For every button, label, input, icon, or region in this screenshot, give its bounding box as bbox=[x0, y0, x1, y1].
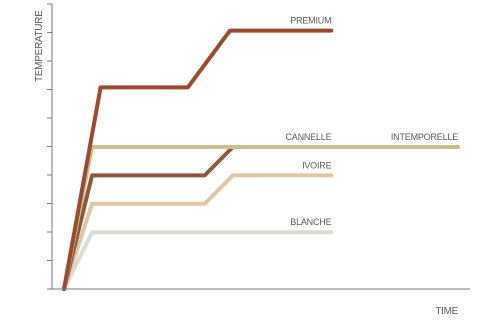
series-line-intemporelle bbox=[62, 145, 460, 291]
series-label-blanche: BLANCHE bbox=[290, 217, 331, 227]
series-label-cannelle: CANNELLE bbox=[285, 132, 331, 142]
y-axis-ticks bbox=[47, 3, 52, 290]
series-line-blanche bbox=[62, 230, 334, 291]
series-labels: BLANCHE IVOIRE CANNELLE INTEMPORELLE PREMIUM bbox=[285, 16, 458, 228]
series-label-premium: PREMIUM bbox=[290, 16, 331, 26]
x-axis-title: TIME bbox=[435, 306, 458, 317]
series-lines bbox=[62, 28, 460, 291]
series-label-intemporelle: INTEMPORELLE bbox=[391, 132, 458, 142]
series-line-premium bbox=[62, 28, 334, 291]
series-label-ivoire: IVOIRE bbox=[302, 160, 332, 170]
y-axis-title: TEMPERATURE bbox=[34, 10, 45, 82]
series-line-ivoire bbox=[62, 173, 334, 291]
